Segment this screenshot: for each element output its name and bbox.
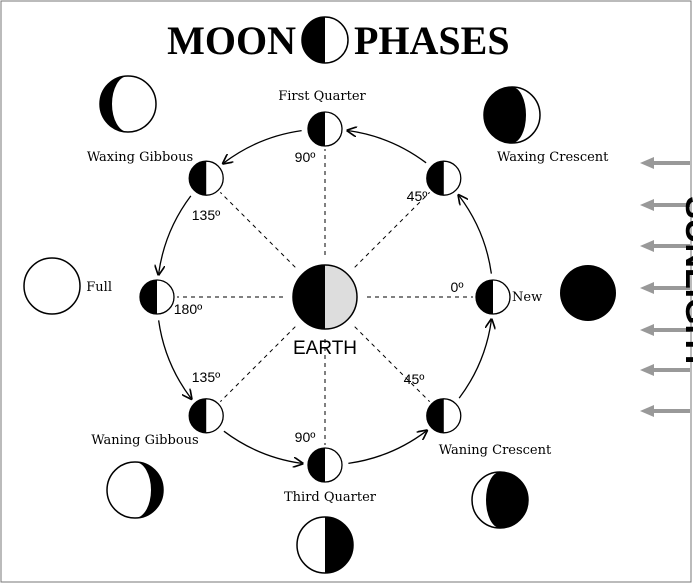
orbit-moon [308,112,342,146]
outer-moon [472,472,528,528]
phase-angle: 135º [192,207,220,223]
moon-phases-diagram: MOON PHASES EARTH SUNLIGHT New0ºWaxing C… [0,0,693,584]
phase-name: Waning Crescent [439,443,552,458]
phase-angle: 90º [295,429,316,445]
orbit-moon [427,399,461,433]
phase-angle: 45º [407,188,428,204]
phase-name: New [512,290,542,305]
phase-angle: 0º [451,279,464,295]
phase-angle: 135º [192,369,220,385]
sunlight-label: SUNLIGHT [678,196,693,370]
orbit-moon [476,280,510,314]
outer-moon [107,462,163,518]
title-right: PHASES [354,18,510,63]
phase-angle: 180º [174,301,202,317]
phase-name: Waxing Crescent [497,150,609,165]
outer-moon [297,517,353,573]
orbit-moon [189,399,223,433]
orbit-moon [189,161,223,195]
phase-name: Full [86,280,112,295]
outer-moon [100,76,156,132]
orbit-moon [308,448,342,482]
earth [293,265,357,329]
phase-name: Waning Gibbous [91,433,198,448]
orbit-moon [140,280,174,314]
phase-name: Third Quarter [284,490,377,505]
outer-moon [484,87,540,143]
orbit-moon [427,161,461,195]
outer-moon [24,258,80,314]
title-left: MOON [167,18,296,63]
outer-moon [560,265,616,321]
phase-name: Waxing Gibbous [87,150,193,165]
phase-angle: 90º [295,149,316,165]
phase-name: First Quarter [278,89,366,104]
title-moon-icon [302,17,348,63]
phase-angle: 45º [404,371,425,387]
